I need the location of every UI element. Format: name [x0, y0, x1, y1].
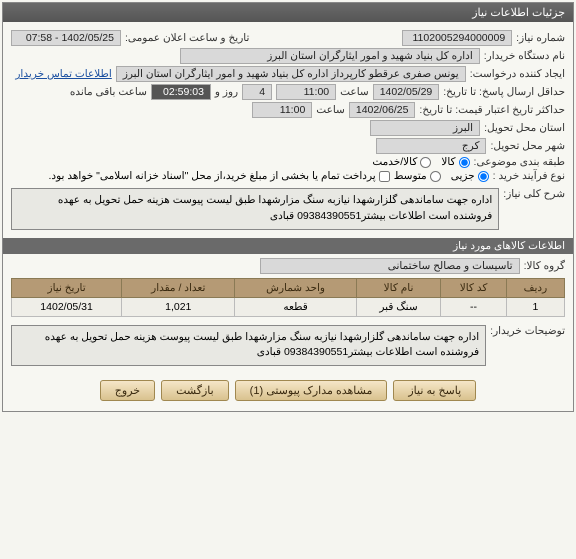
- back-label: بازگشت: [176, 384, 214, 397]
- group-value: تاسیسات و مصالح ساختمانی: [260, 258, 520, 274]
- deadline-date: 1402/05/29: [373, 84, 440, 100]
- province-value: البرز: [370, 120, 480, 136]
- validity-date: 1402/06/25: [349, 102, 416, 118]
- deadline-time-label: ساعت: [340, 86, 369, 98]
- announce-label: تاریخ و ساعت اعلان عمومی:: [125, 32, 249, 44]
- city-value: کرج: [376, 138, 486, 154]
- overall-text: اداره جهت ساماندهی گلزارشهدا نیازبه سنگ …: [11, 188, 499, 230]
- treasury-note: پرداخت تمام یا بخشی از مبلغ خرید،از محل …: [49, 170, 376, 182]
- province-label: استان محل تحویل:: [484, 122, 565, 134]
- goods-subheader: اطلاعات کالاهای مورد نیاز: [3, 238, 573, 254]
- cell-unit: قطعه: [235, 297, 356, 316]
- radio-kala-input[interactable]: [459, 157, 470, 168]
- th-date: تاریخ نیاز: [12, 278, 122, 297]
- back-button[interactable]: بازگشت: [161, 380, 229, 401]
- cell-name: سنگ قبر: [356, 297, 441, 316]
- need-details-panel: جزئیات اطلاعات نیاز شماره نیاز: 11020052…: [2, 2, 574, 412]
- buyer-note-text: اداره جهت ساماندهی گلزارشهدا نیازبه سنگ …: [11, 325, 486, 367]
- treasury-checkbox[interactable]: [379, 171, 390, 182]
- th-unit: واحد شمارش: [235, 278, 356, 297]
- th-name: نام کالا: [356, 278, 441, 297]
- days-label: روز و: [215, 86, 238, 98]
- buytype-radios: جزیی متوسط: [394, 170, 489, 182]
- th-row: ردیف: [506, 278, 564, 297]
- need-no-label: شماره نیاز:: [516, 32, 565, 44]
- radio-khadamat-label: کالا/خدمت: [372, 156, 417, 168]
- button-bar: پاسخ به نیاز مشاهده مدارک پیوستی (1) باز…: [11, 372, 565, 405]
- panel-title: جزئیات اطلاعات نیاز: [3, 3, 573, 22]
- table-header-row: ردیف کد کالا نام کالا واحد شمارش تعداد /…: [12, 278, 565, 297]
- radio-small[interactable]: جزیی: [451, 170, 489, 182]
- days-count: 4: [242, 84, 272, 100]
- radio-mid[interactable]: متوسط: [394, 170, 441, 182]
- category-label: طبقه بندی موضوعی:: [474, 156, 565, 168]
- remaining-time: 02:59:03: [151, 84, 211, 100]
- announce-value: 1402/05/25 - 07:58: [11, 30, 121, 46]
- radio-khadamat[interactable]: کالا/خدمت: [372, 156, 431, 168]
- th-code: کد کالا: [441, 278, 507, 297]
- radio-kala[interactable]: کالا: [441, 156, 469, 168]
- exit-button[interactable]: خروج: [100, 380, 155, 401]
- table-row[interactable]: 1 -- سنگ قبر قطعه 1,021 1402/05/31: [12, 297, 565, 316]
- buyer-label: نام دستگاه خریدار:: [484, 50, 565, 62]
- validity-time: 11:00: [252, 102, 312, 118]
- reply-button[interactable]: پاسخ به نیاز: [393, 380, 476, 401]
- buyer-value: اداره کل بنیاد شهید و امور ایثارگران است…: [180, 48, 480, 64]
- buyer-note-label: توضیحات خریدار:: [490, 321, 565, 337]
- creator-label: ایجاد کننده درخواست:: [470, 68, 565, 80]
- radio-kala-label: کالا: [441, 156, 455, 168]
- remain-label: ساعت باقی مانده: [70, 86, 147, 98]
- radio-small-input[interactable]: [478, 171, 489, 182]
- cell-qty: 1,021: [122, 297, 235, 316]
- contact-link[interactable]: اطلاعات تماس خریدار: [15, 68, 111, 80]
- exit-label: خروج: [115, 384, 140, 397]
- th-qty: تعداد / مقدار: [122, 278, 235, 297]
- goods-table: ردیف کد کالا نام کالا واحد شمارش تعداد /…: [11, 278, 565, 317]
- attach-button[interactable]: مشاهده مدارک پیوستی (1): [235, 380, 388, 401]
- validity-time-label: ساعت: [316, 104, 345, 116]
- treasury-check[interactable]: پرداخت تمام یا بخشی از مبلغ خرید،از محل …: [49, 170, 390, 182]
- radio-small-label: جزیی: [451, 170, 475, 182]
- creator-value: یونس صفری عرقطو کارپرداز اداره کل بنیاد …: [116, 66, 466, 82]
- cell-code: --: [441, 297, 507, 316]
- attach-label: مشاهده مدارک پیوستی (1): [250, 384, 373, 397]
- validity-label: حداکثر تاریخ اعتبار قیمت: تا تاریخ:: [419, 104, 565, 116]
- radio-khadamat-input[interactable]: [420, 157, 431, 168]
- need-no-value: 1102005294000009: [402, 30, 512, 46]
- city-label: شهر محل تحویل:: [490, 140, 565, 152]
- group-label: گروه کالا:: [524, 260, 565, 272]
- deadline-time: 11:00: [276, 84, 336, 100]
- reply-label: پاسخ به نیاز: [408, 384, 461, 397]
- cell-row: 1: [506, 297, 564, 316]
- cell-date: 1402/05/31: [12, 297, 122, 316]
- buytype-label: نوع فرآیند خرید :: [493, 170, 565, 182]
- radio-mid-label: متوسط: [394, 170, 427, 182]
- overall-label: شرح کلی نیاز:: [503, 184, 565, 200]
- radio-mid-input[interactable]: [430, 171, 441, 182]
- category-radios: کالا کالا/خدمت: [372, 156, 469, 168]
- deadline-label: حداقل ارسال پاسخ: تا تاریخ:: [443, 86, 565, 98]
